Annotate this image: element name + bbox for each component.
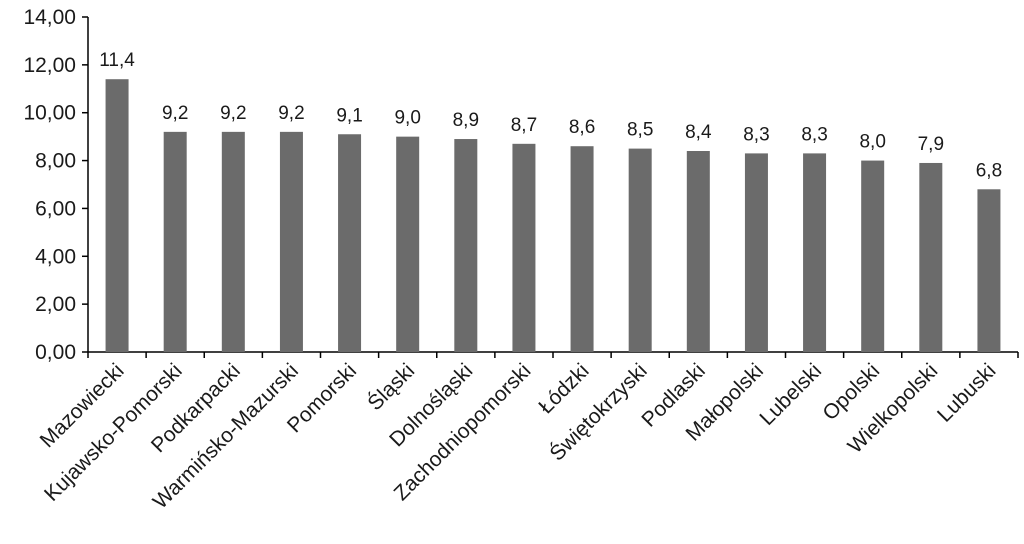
bar [338,134,362,352]
bar [279,131,303,352]
y-tick-label: 8,00 [35,150,76,173]
data-label: 7,9 [918,134,944,155]
bars [105,79,1001,352]
data-label: 8,5 [627,120,653,141]
y-tick-label: 10,00 [23,102,76,125]
data-label: 11,4 [99,50,135,71]
data-label: 8,3 [743,124,769,145]
bar [105,79,129,352]
category-label: Lubuski [933,359,1000,426]
data-label: 9,1 [336,105,362,126]
bar [977,189,1001,352]
bar [512,143,536,352]
bar [744,153,768,352]
bar [628,148,652,352]
category-label: Śląski [363,359,420,416]
data-label: 8,6 [569,117,595,138]
data-label: 9,2 [162,103,188,124]
bar [686,151,710,352]
category-labels: MazowieckiKujawsko-PomorskiPodkarpackiWa… [36,359,1001,514]
bar [396,136,420,352]
bar [454,139,478,352]
data-label: 8,7 [511,115,537,136]
y-tick-label: 0,00 [35,341,76,364]
bar [570,146,594,352]
y-tick-label: 14,00 [23,6,76,29]
category-label: Lubelski [755,359,826,430]
data-label: 6,8 [976,160,1002,181]
bar [221,131,245,352]
y-tick-label: 4,00 [35,245,76,268]
y-axis: 0,00 2,00 4,00 6,00 8,00 10,00 12,00 14,00 [23,6,89,364]
bar [803,153,827,352]
bar [163,131,187,352]
data-labels: 11,4 9,2 9,2 9,2 9,1 9,0 8,9 8,7 8,6 8,5 8,4 8,3 8,3… [99,50,1002,181]
data-label: 9,2 [220,103,246,124]
y-tick-label: 6,00 [35,197,76,220]
bar [861,160,885,352]
data-label: 8,0 [859,132,885,153]
data-label: 8,3 [801,124,827,145]
data-label: 8,9 [453,110,479,131]
data-label: 9,2 [278,103,304,124]
data-label: 9,0 [394,108,420,129]
y-tick-label: 12,00 [23,54,76,77]
bar [919,162,943,352]
y-tick-label: 2,00 [35,293,76,316]
x-axis [87,351,1019,358]
data-label: 8,4 [685,122,712,143]
